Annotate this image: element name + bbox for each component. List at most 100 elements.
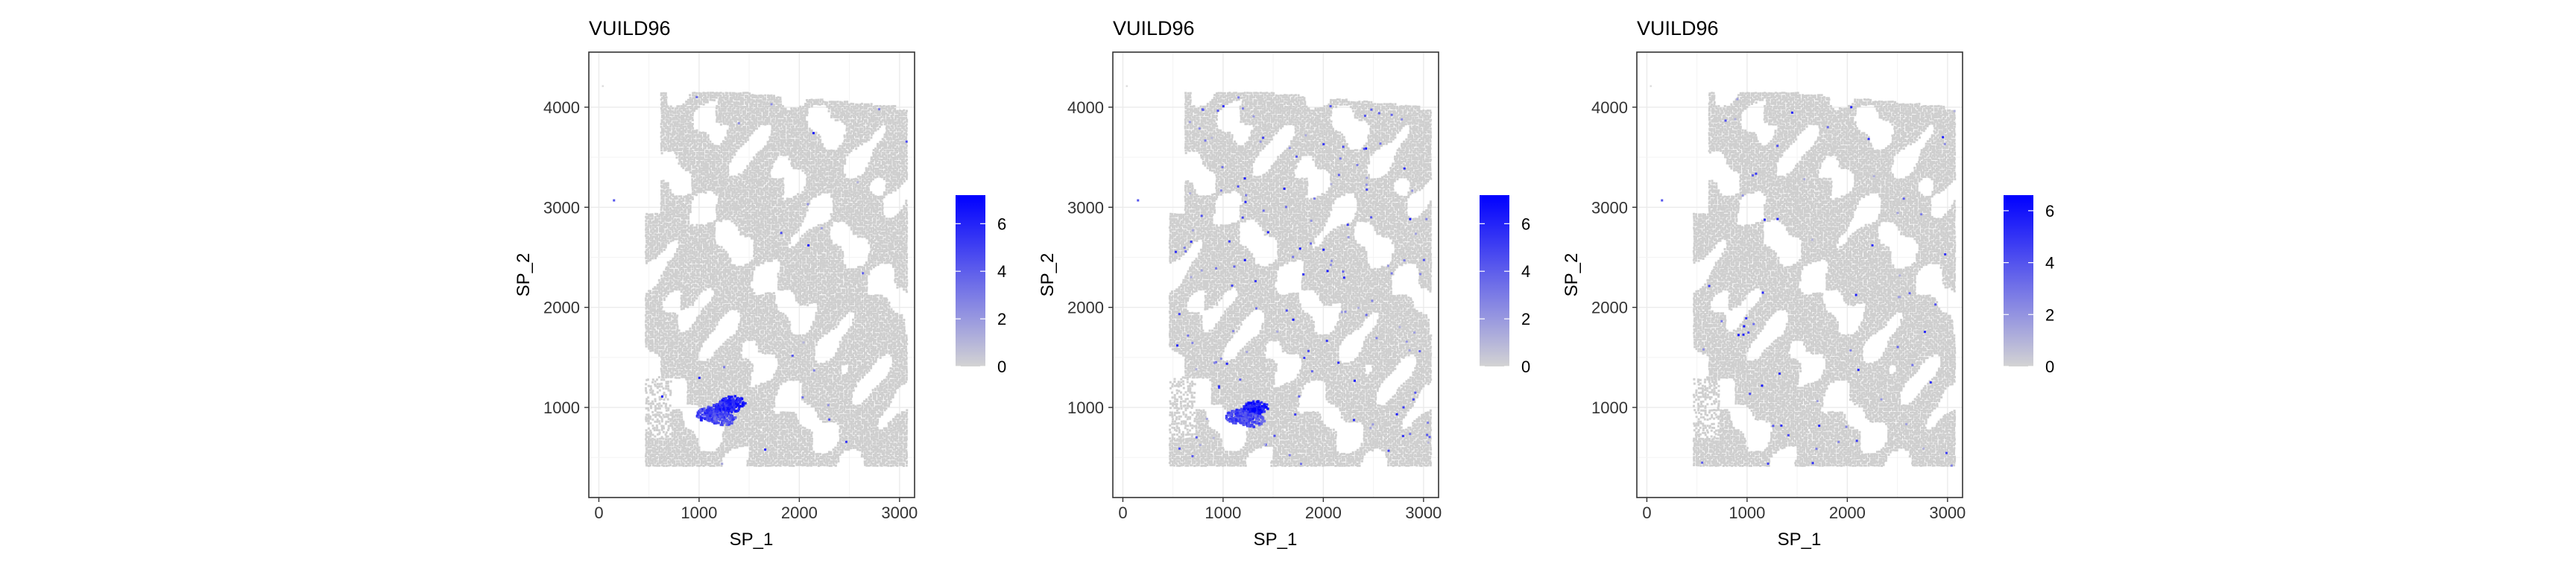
hotspot-spot xyxy=(1257,419,1260,422)
expression-spot xyxy=(1724,119,1727,122)
hotspot-spot xyxy=(719,405,722,409)
hotspot-spot xyxy=(1263,419,1266,423)
expression-spot xyxy=(1741,194,1744,197)
hotspot-spot xyxy=(1251,421,1254,424)
expression-spot xyxy=(1929,381,1932,384)
hotspot-spot xyxy=(726,398,729,402)
hotspot-spot xyxy=(707,405,710,409)
hotspot-spot xyxy=(1252,425,1256,428)
expression-spot xyxy=(1175,344,1178,347)
hotspot-spot xyxy=(698,411,702,415)
expression-spot xyxy=(721,463,724,465)
hotspot-spot xyxy=(1237,417,1240,420)
scatter-chart-2: VUILD96 0 1000 2000 3000 1000 2000 3000 4000 SP… xyxy=(1038,17,1530,550)
hotspot-spot xyxy=(1254,421,1257,424)
hotspot-spot xyxy=(1255,420,1259,423)
expression-spot xyxy=(1221,165,1224,168)
expression-spot xyxy=(1191,229,1194,232)
expression-spot xyxy=(1325,340,1328,343)
expression-spot xyxy=(1379,142,1382,145)
hotspot-spot xyxy=(730,399,733,403)
expression-spot xyxy=(1403,167,1406,170)
hotspot-spot xyxy=(722,410,724,414)
expression-spot xyxy=(1346,223,1349,226)
hotspot-spot xyxy=(722,397,725,401)
x-axis-label: SP_1 xyxy=(1778,530,1822,550)
expression-spot xyxy=(1414,391,1417,394)
expression-spot xyxy=(1222,105,1225,108)
expression-spot xyxy=(1850,106,1853,109)
hotspot-spot xyxy=(1258,402,1261,405)
expression-spot xyxy=(1330,182,1333,185)
expression-spot xyxy=(1375,337,1378,340)
hotspot-spot xyxy=(698,410,701,413)
expression-spot xyxy=(1339,157,1342,160)
expression-spot xyxy=(1811,238,1813,241)
expression-spot xyxy=(1200,214,1203,217)
expression-spot xyxy=(828,418,831,421)
hotspot-spot xyxy=(1256,417,1260,420)
expression-spot xyxy=(1330,259,1333,262)
expression-spot xyxy=(1237,185,1240,188)
expression-spot xyxy=(1922,447,1925,450)
hotspot-spot xyxy=(1250,424,1253,427)
expression-spot xyxy=(1204,139,1207,142)
expression-spot xyxy=(661,395,664,398)
expression-spot xyxy=(1401,434,1404,437)
expression-spot xyxy=(1871,244,1874,247)
hotspot-spot xyxy=(740,397,744,401)
hotspot-spot xyxy=(717,410,720,413)
expression-spot xyxy=(1212,436,1215,439)
hotspot-spot xyxy=(730,420,733,424)
hotspot-spot xyxy=(1240,407,1243,411)
hotspot-spot xyxy=(711,414,714,418)
y-tick-label: 1000 xyxy=(543,398,580,417)
hotspot-spot xyxy=(725,422,729,425)
hotspot-spot xyxy=(1236,411,1239,414)
expression-spot xyxy=(1300,463,1303,465)
hotspot-spot xyxy=(721,398,724,401)
expression-spot xyxy=(1190,241,1193,244)
legend-tick-label: 2 xyxy=(1521,310,1530,328)
expression-spot xyxy=(1191,454,1194,457)
expression-spot xyxy=(1210,136,1213,139)
hotspot-spot xyxy=(1246,424,1250,427)
hotspot-spot xyxy=(716,422,719,425)
hotspot-spot xyxy=(739,404,742,407)
expression-spot xyxy=(1708,285,1711,287)
expression-spot xyxy=(1371,423,1374,426)
hotspot-spot xyxy=(1259,408,1262,412)
hotspot-spot xyxy=(724,409,727,412)
hotspot-spot xyxy=(713,404,716,407)
hotspot-spot xyxy=(727,402,730,406)
expression-spot xyxy=(1232,330,1235,333)
expression-spot xyxy=(1215,267,1218,270)
legend-colorbar xyxy=(2004,195,2033,366)
hotspot-spot xyxy=(724,418,727,421)
expression-spot xyxy=(1787,433,1790,436)
expression-spot xyxy=(1411,189,1414,192)
y-tick-label: 4000 xyxy=(543,98,580,117)
hotspot-spot xyxy=(1225,414,1228,418)
hotspot-spot xyxy=(1260,401,1263,404)
hotspot-spot xyxy=(1234,412,1237,416)
expression-spot xyxy=(1745,317,1748,320)
hotspot-spot xyxy=(1246,410,1248,413)
hotspot-spot xyxy=(1247,401,1250,404)
hotspot-spot xyxy=(1257,405,1261,409)
hotspot-spot xyxy=(704,417,707,421)
hotspot-spot xyxy=(730,410,733,413)
hotspot-spot xyxy=(733,399,736,403)
expression-spot xyxy=(1403,259,1406,262)
expression-spot xyxy=(862,272,865,275)
expression-spot xyxy=(807,244,810,247)
legend-tick-label: 0 xyxy=(1521,358,1530,376)
expression-spot xyxy=(1896,212,1899,214)
expression-spot xyxy=(1942,136,1945,139)
plot-border xyxy=(1636,51,1963,498)
expression-spot xyxy=(1409,217,1412,220)
hotspot-spot xyxy=(714,422,718,425)
expression-spot xyxy=(1298,247,1301,250)
points-layer xyxy=(1650,85,1957,467)
hotspot-spot xyxy=(699,419,703,422)
